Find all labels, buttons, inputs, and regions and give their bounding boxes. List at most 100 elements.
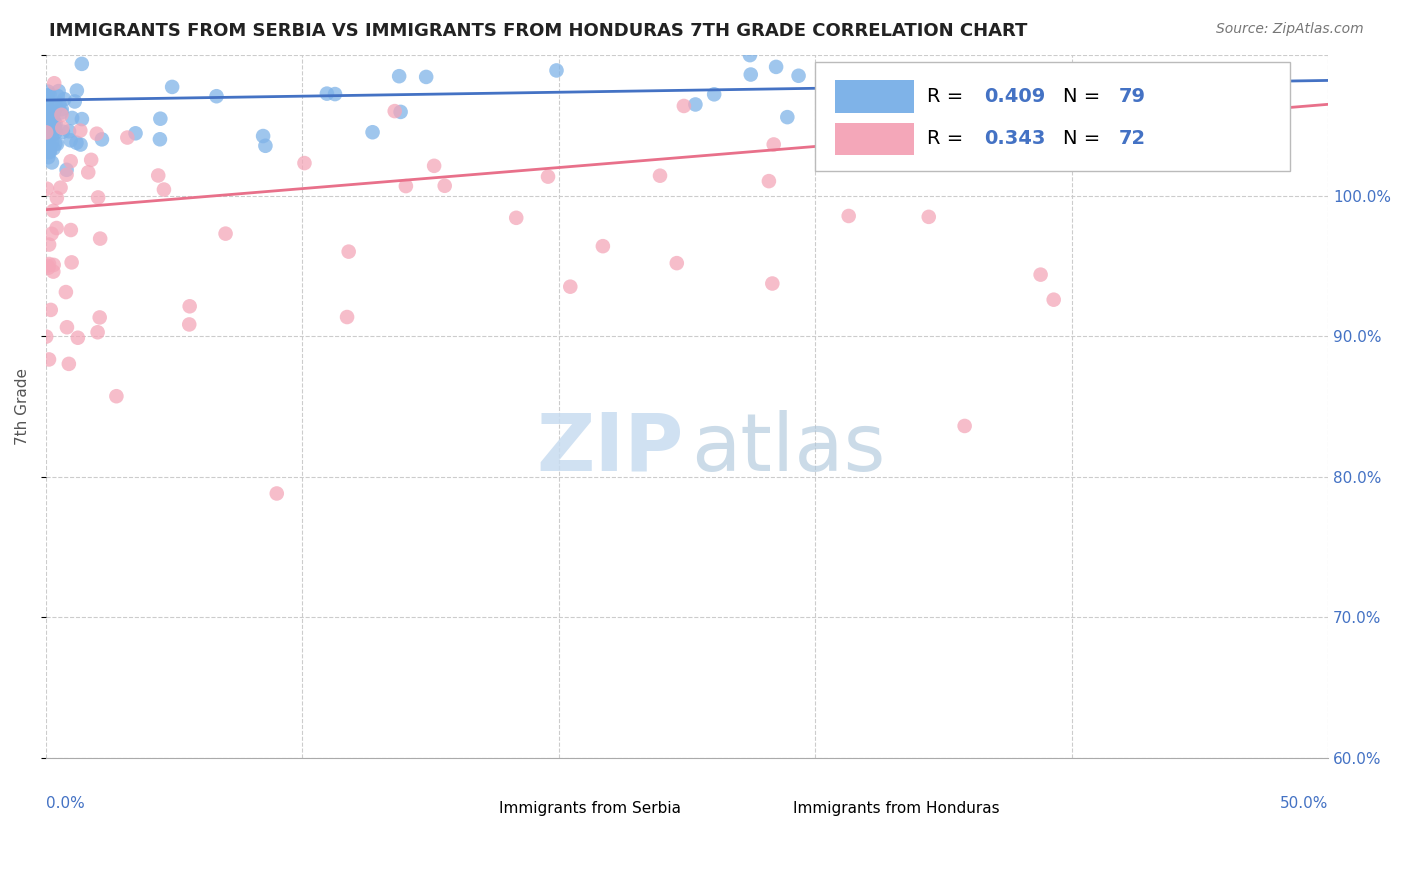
FancyBboxPatch shape <box>815 62 1289 171</box>
Point <box>48 84 70 98</box>
Point <box>77 165 100 179</box>
Text: 79: 79 <box>1119 87 1146 106</box>
Point <box>87 190 110 204</box>
Point <box>41 136 63 150</box>
Point <box>37 89 59 103</box>
Point <box>46 136 69 151</box>
Point <box>38 123 60 137</box>
Point <box>90 132 112 146</box>
Point <box>69 123 91 137</box>
FancyBboxPatch shape <box>835 122 914 155</box>
Text: atlas: atlas <box>690 409 886 488</box>
Point <box>38 257 60 271</box>
Point <box>44 126 66 140</box>
Point <box>35 132 58 146</box>
Point <box>560 279 582 293</box>
Point <box>42 114 65 128</box>
Point <box>41 155 63 169</box>
Text: Immigrants from Honduras: Immigrants from Honduras <box>793 801 1000 815</box>
Point <box>105 389 128 403</box>
Point <box>537 169 560 184</box>
Point <box>37 150 59 164</box>
Point <box>38 104 60 119</box>
Point <box>592 239 614 253</box>
Point <box>665 256 688 270</box>
Point <box>41 227 63 241</box>
Point <box>35 95 58 110</box>
Point <box>685 97 707 112</box>
Text: ZIP: ZIP <box>536 409 683 488</box>
Point <box>80 153 103 167</box>
Point <box>37 112 59 127</box>
Point <box>45 99 67 113</box>
Point <box>337 244 360 259</box>
Point <box>824 104 846 119</box>
Point <box>60 111 83 125</box>
Point <box>266 486 288 500</box>
Point <box>55 162 77 177</box>
Point <box>37 260 59 275</box>
Point <box>1071 106 1094 120</box>
Point <box>70 57 93 71</box>
Point <box>51 108 73 122</box>
Point <box>38 352 60 367</box>
Point <box>1081 100 1104 114</box>
Point <box>59 133 82 147</box>
Point <box>415 70 437 84</box>
Point <box>39 106 62 120</box>
Point <box>336 310 359 324</box>
Text: N =: N = <box>1063 87 1107 106</box>
Text: R =: R = <box>927 87 969 106</box>
Point <box>70 112 93 127</box>
Point <box>124 126 146 140</box>
Point <box>69 137 91 152</box>
Point <box>388 69 411 83</box>
Point <box>42 258 65 272</box>
Point <box>950 101 973 115</box>
Point <box>42 104 65 119</box>
Point <box>49 180 72 194</box>
Point <box>51 105 73 120</box>
FancyBboxPatch shape <box>835 80 914 112</box>
Point <box>703 87 725 102</box>
Text: Source: ZipAtlas.com: Source: ZipAtlas.com <box>1216 22 1364 37</box>
Point <box>117 130 139 145</box>
Point <box>765 60 787 74</box>
Text: 50.0%: 50.0% <box>1279 797 1329 811</box>
FancyBboxPatch shape <box>717 796 789 821</box>
Point <box>55 285 77 299</box>
Text: 72: 72 <box>1119 129 1146 148</box>
Point <box>38 237 60 252</box>
Point <box>89 310 111 325</box>
Point <box>761 277 783 291</box>
Point <box>433 178 456 193</box>
Point <box>55 168 77 182</box>
Point <box>46 89 69 103</box>
Point <box>39 112 62 126</box>
Point <box>35 120 58 135</box>
Point <box>44 136 66 151</box>
Point <box>1042 293 1064 307</box>
Point <box>648 169 671 183</box>
Point <box>42 107 65 121</box>
Point <box>179 318 201 332</box>
Point <box>672 99 695 113</box>
Point <box>37 104 59 119</box>
Point <box>37 115 59 129</box>
Point <box>35 182 58 196</box>
Point <box>59 154 82 169</box>
Point <box>39 302 62 317</box>
Point <box>42 203 65 218</box>
Point <box>37 124 59 138</box>
Text: R =: R = <box>927 129 969 148</box>
Point <box>52 125 75 139</box>
Point <box>148 169 170 183</box>
Point <box>37 145 59 160</box>
Point <box>35 127 58 141</box>
Point <box>45 221 67 235</box>
Point <box>254 138 277 153</box>
Point <box>42 141 65 155</box>
Point <box>37 89 59 103</box>
Text: 0.343: 0.343 <box>984 129 1046 148</box>
Text: 0.0%: 0.0% <box>46 797 84 811</box>
